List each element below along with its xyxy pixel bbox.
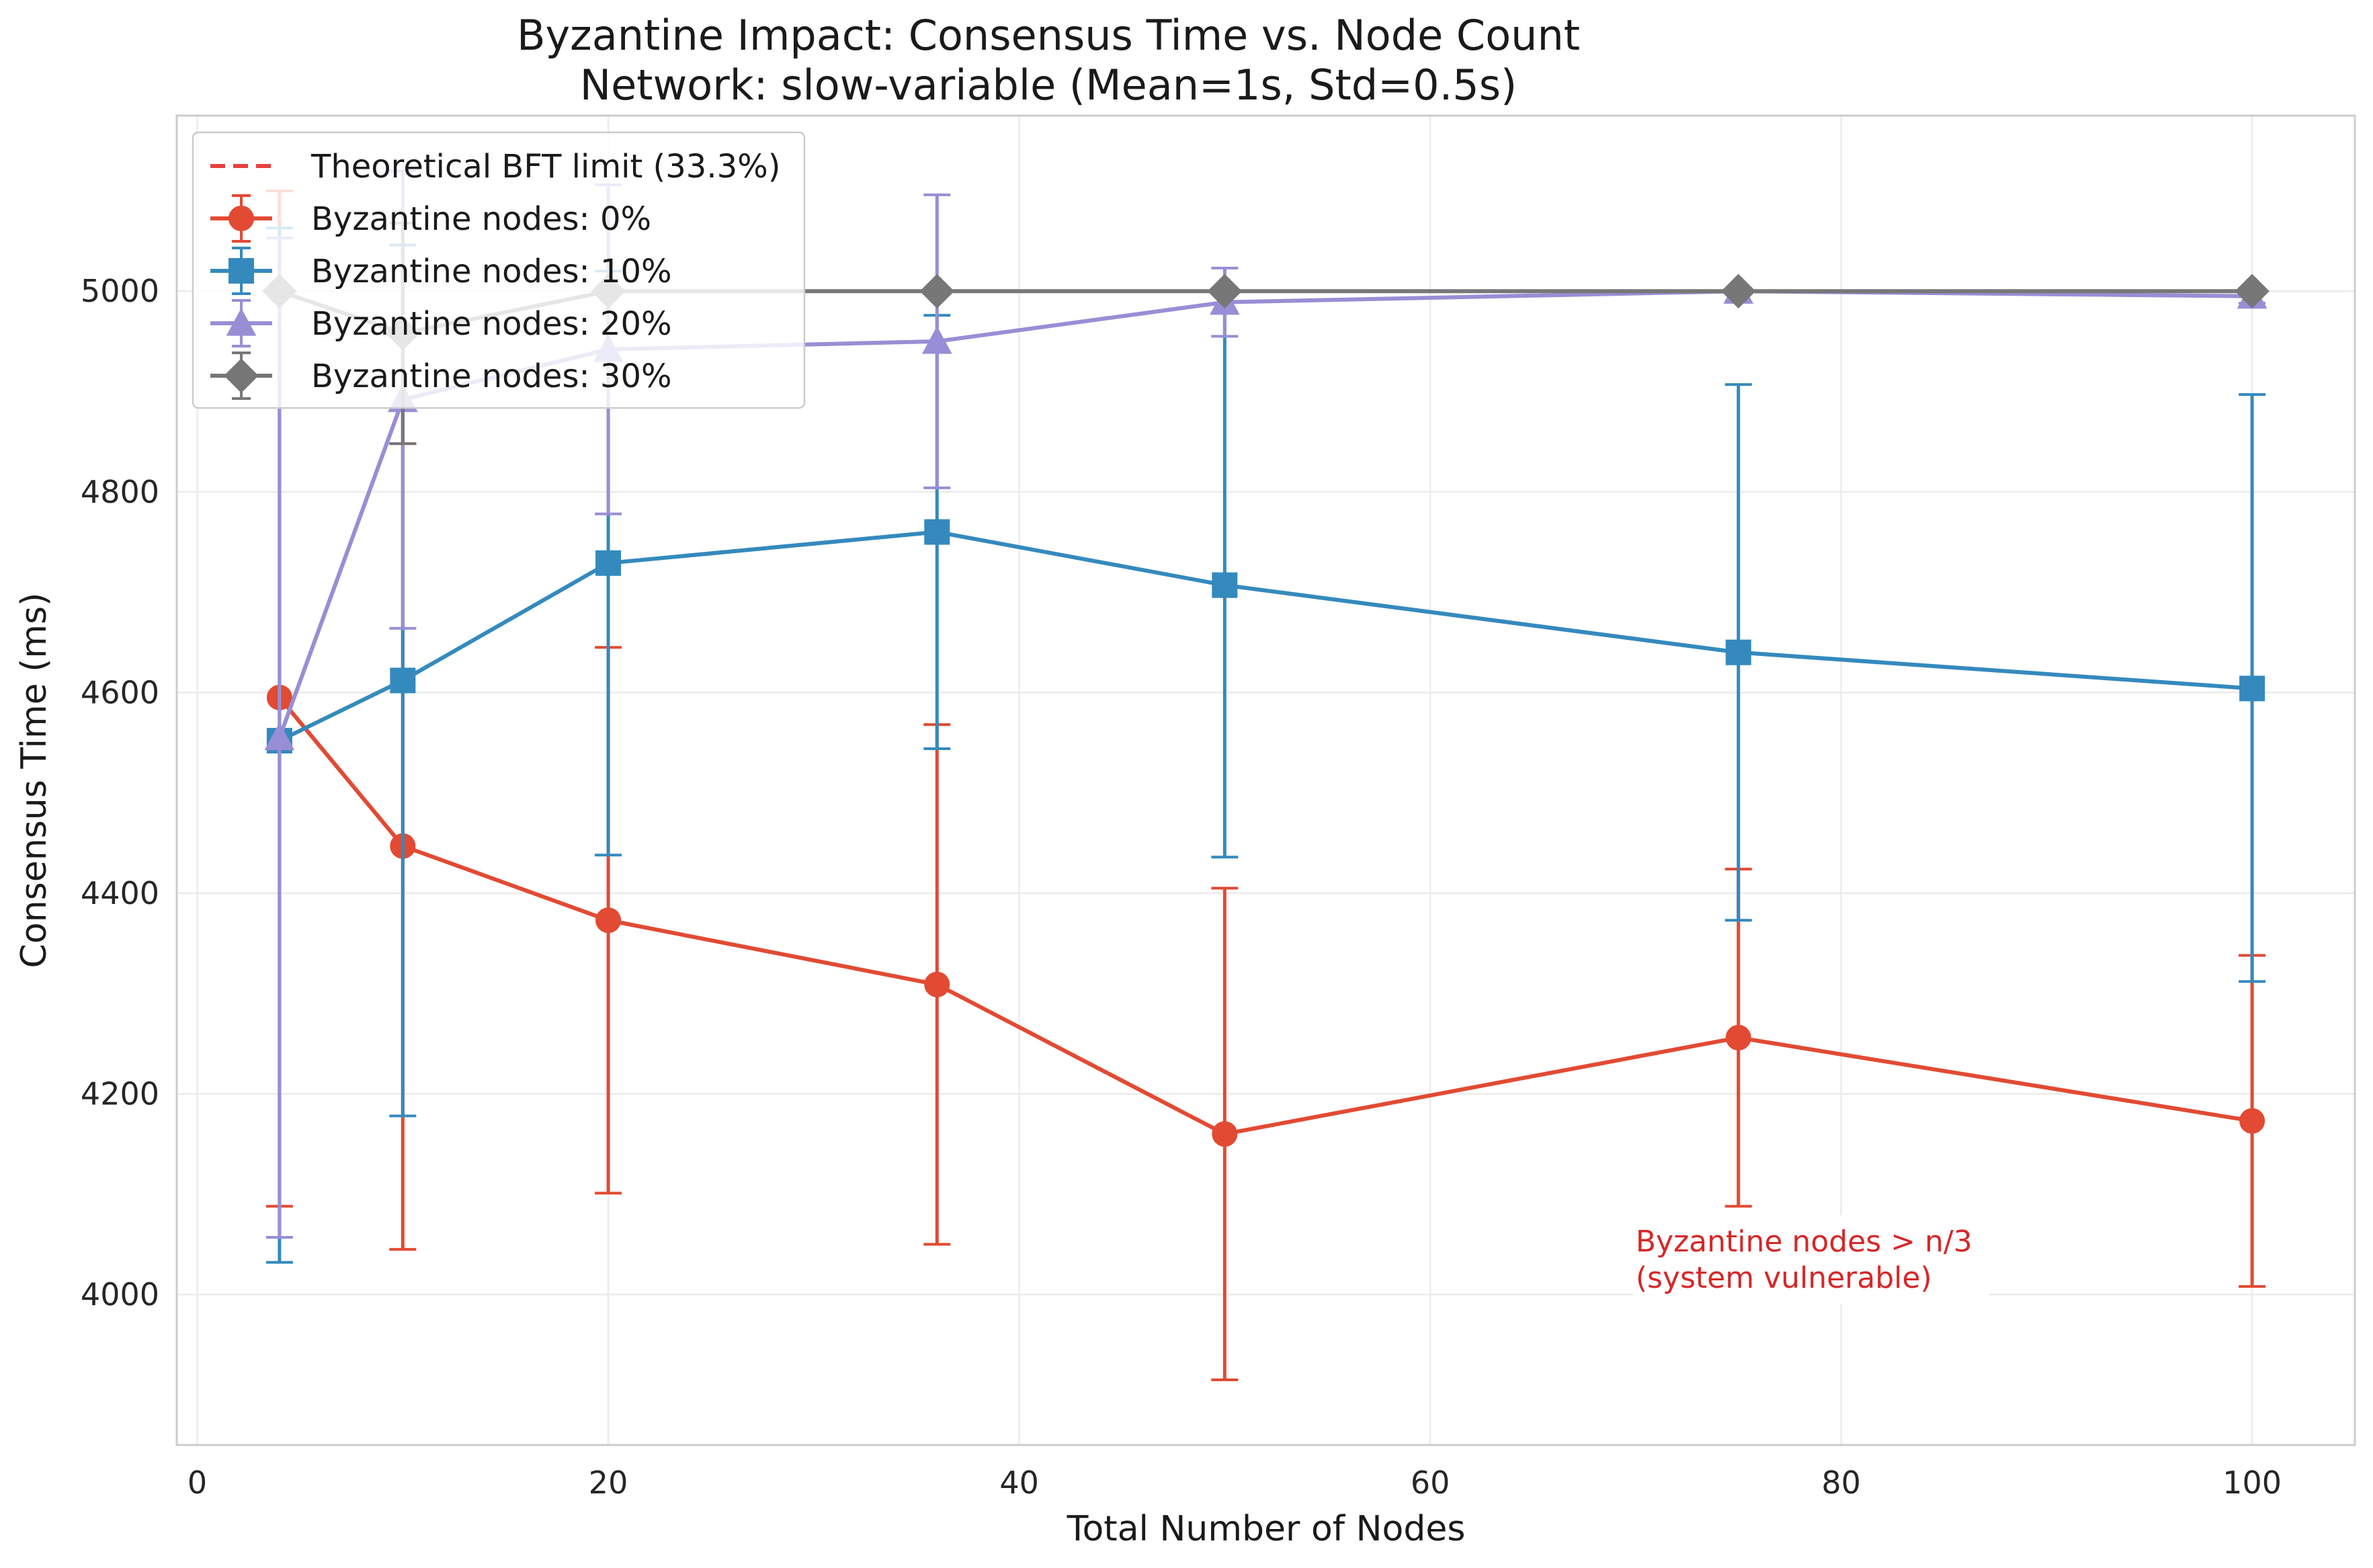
legend-box [192,131,806,409]
annotation-text: Byzantine nodes > n/3 [1636,1225,1972,1259]
data-point [595,550,622,576]
data-point [1212,572,1238,598]
data-point [2239,675,2265,702]
legend-label: Byzantine nodes: 10% [311,253,672,290]
data-point [924,971,950,997]
annotation-text: (system vulnerable) [1636,1261,1932,1295]
legend-label: Theoretical BFT limit (33.3%) [310,148,780,185]
y-tick-label: 4600 [81,674,159,710]
y-tick-label: 4400 [81,875,159,911]
x-axis-label: Total Number of Nodes [1067,1509,1466,1549]
data-point [264,722,295,751]
data-point [2239,1108,2265,1134]
data-point [595,907,622,934]
y-tick-label: 4200 [81,1076,159,1112]
annotation-background [1632,1215,1989,1305]
y-tick-label: 4800 [81,474,159,510]
chart-subtitle: Network: slow-variable (Mean=1s, Std=0.5… [580,60,1517,110]
legend-marker [228,206,254,231]
data-point [1207,274,1243,308]
data-point [921,326,952,354]
data-point [2235,274,2270,308]
data-point [1725,639,1751,665]
x-tick-label: 20 [589,1464,628,1501]
data-point [1212,1121,1238,1147]
data-point [1725,1024,1751,1050]
x-tick-label: 100 [2222,1464,2282,1501]
data-point [1721,274,1756,308]
x-tick-label: 40 [999,1464,1039,1501]
legend-label: Byzantine nodes: 20% [311,305,672,343]
y-axis-label: Consensus Time (ms) [14,593,54,968]
y-tick-label: 4000 [81,1276,159,1313]
x-tick-label: 80 [1821,1464,1861,1501]
data-point [390,667,416,694]
legend-marker [226,308,257,336]
x-tick-label: 0 [188,1464,207,1501]
chart-title: Byzantine Impact: Consensus Time vs. Nod… [517,11,1580,60]
legend-label: Byzantine nodes: 30% [311,358,672,395]
data-point [924,519,950,545]
x-tick-label: 60 [1411,1464,1450,1501]
data-point [919,274,955,308]
y-tick-label: 5000 [81,273,159,309]
legend-marker [228,258,254,284]
legend-label: Byzantine nodes: 0% [311,200,651,238]
legend: Theoretical BFT limit (33.3%) Byzantine n… [192,131,806,409]
plot-frame [175,114,2356,1446]
legend-marker [224,358,259,393]
